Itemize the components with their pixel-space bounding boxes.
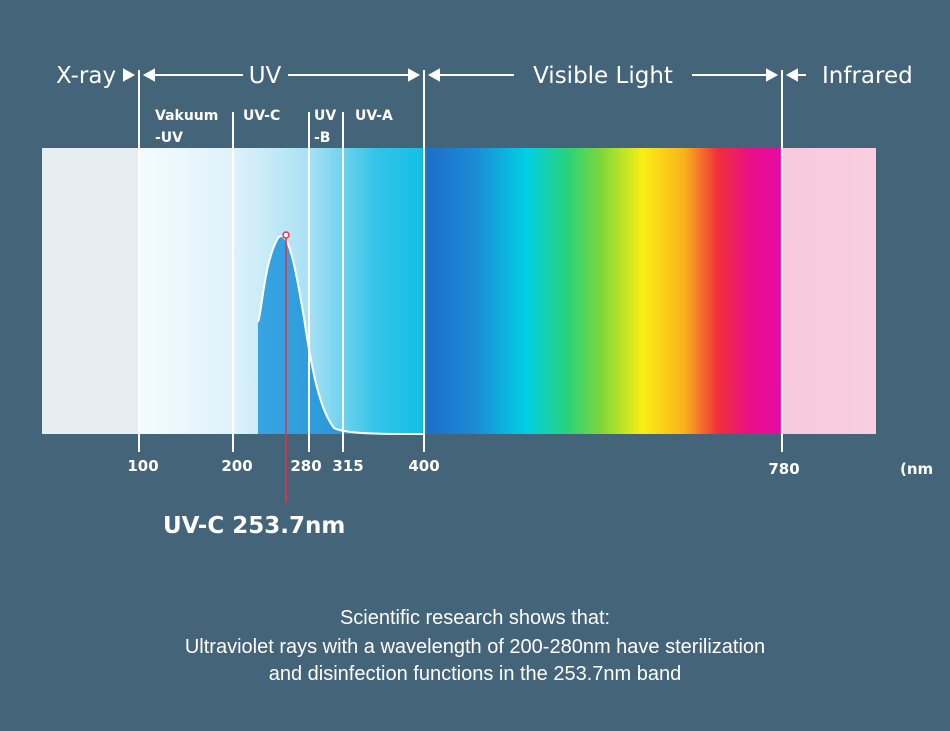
arrow-head-uv-left <box>142 68 155 82</box>
band-label-xray: X-ray <box>56 63 116 89</box>
subband-uvb-line2: -B <box>314 130 330 146</box>
tick-label-315: 315 <box>332 457 363 475</box>
uvc-peak-area <box>258 236 423 434</box>
subband-uvb-line1: UV <box>314 108 336 124</box>
peak-marker-dot <box>282 231 290 239</box>
subband-vacuum-line2: -UV <box>155 130 183 146</box>
unit-label: (nm <box>900 460 933 478</box>
subband-vacuum-line1: Vakuum <box>155 108 218 124</box>
band-label-infrared: Infrared <box>822 63 913 89</box>
caption-line-3: and disinfection functions in the 253.7n… <box>268 663 682 685</box>
band-arrows <box>123 68 806 82</box>
tick-label-400: 400 <box>408 457 439 475</box>
peak-label: UV-C 253.7nm <box>163 513 345 539</box>
band-label-visible: Visible Light <box>533 63 673 89</box>
subband-uvc: UV-C <box>243 108 280 124</box>
tick-label-280: 280 <box>290 457 321 475</box>
arrow-head-infrared <box>785 68 798 82</box>
caption-line-1: Scientific research shows that: <box>339 607 611 629</box>
tick-label-200: 200 <box>221 457 252 475</box>
tick-label-780: 780 <box>768 460 799 478</box>
arrow-head-visible-left <box>427 68 440 82</box>
band-label-uv: UV <box>249 63 282 89</box>
subband-uva: UV-A <box>355 108 393 124</box>
caption-line-2: Ultraviolet rays with a wavelength of 20… <box>184 636 766 658</box>
spectrum-bar <box>42 148 876 434</box>
arrow-head-visible-right <box>766 68 779 82</box>
tick-label-100: 100 <box>127 457 158 475</box>
arrow-head-uv-right <box>408 68 421 82</box>
arrow-head-xray <box>123 68 136 82</box>
uvc-peak-curve <box>257 235 424 435</box>
